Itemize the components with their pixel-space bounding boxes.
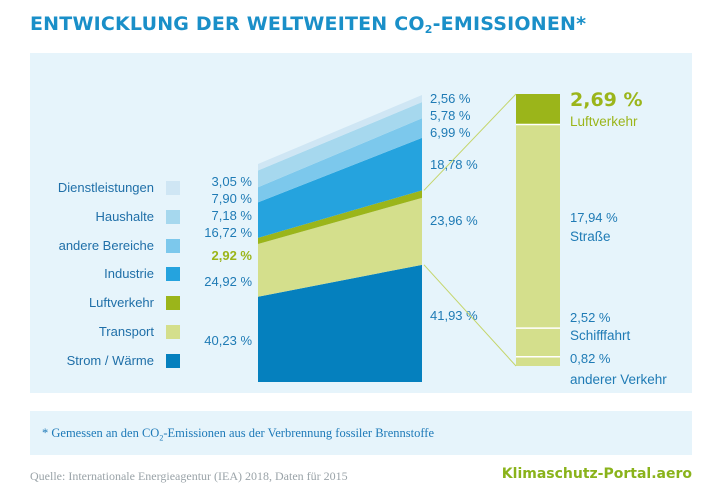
legend-label: Strom / Wärme	[66, 352, 154, 368]
area-label-right: 2,56 %	[430, 91, 471, 106]
legend-swatch	[166, 267, 180, 282]
bar-label-name: anderer Verkehr	[570, 372, 667, 387]
area-label-left: 7,18 %	[212, 208, 253, 223]
connector-line	[423, 264, 517, 367]
legend-label: Luftverkehr	[88, 295, 154, 311]
area-segment	[258, 137, 422, 238]
legend-swatch	[166, 209, 180, 224]
area-segment	[258, 102, 422, 188]
footnote: * Gemessen an den CO2-Emissionen aus der…	[42, 426, 435, 443]
area-label-left: 16,72 %	[204, 225, 252, 240]
area-label-right: 5,78 %	[430, 108, 471, 123]
connector-line	[423, 93, 517, 191]
legend-label: Dienstleistungen	[57, 180, 154, 195]
legend-item: Dienstleistungen	[40, 178, 180, 198]
area-label-right: 18,78 %	[430, 157, 478, 172]
area-label-left: 2,92 %	[212, 248, 253, 263]
legend-item: andere Bereiche	[40, 236, 180, 256]
footnote-box: * Gemessen an den CO2-Emissionen aus der…	[30, 411, 692, 455]
legend-swatch	[166, 325, 180, 339]
area-label-left: 24,92 %	[204, 274, 252, 289]
brand-logo-text: Klimaschutz-Portal.aero	[501, 466, 692, 482]
legend-label: Industrie	[104, 266, 154, 282]
bar-segment	[516, 356, 560, 366]
area-label-left: 3,05 %	[212, 174, 253, 189]
bar-segment	[516, 94, 560, 125]
area-label-right: 6,99 %	[430, 125, 471, 140]
legend-label: andere Bereiche	[58, 237, 154, 253]
bar-label-value: 2,69 %	[570, 89, 643, 111]
legend-item: Luftverkehr	[40, 293, 180, 313]
bar-label-name: Schifffahrt	[570, 328, 631, 343]
legend-item: Strom / Wärme	[40, 351, 180, 371]
area-label-left: 40,23 %	[204, 333, 252, 348]
bar-label-value: 2,52 %	[570, 310, 611, 325]
area-label-left: 7,90 %	[212, 191, 253, 206]
legend-swatch	[166, 353, 180, 368]
legend-item: Industrie	[40, 264, 180, 284]
area-segment	[258, 118, 422, 203]
legend-label: Transport	[98, 324, 154, 339]
bar-segment	[516, 328, 560, 357]
bar-label-name: Luftverkehr	[570, 114, 638, 129]
legend-swatch	[166, 238, 180, 253]
area-label-right: 41,93 %	[430, 308, 478, 323]
area-segment	[258, 197, 422, 297]
chart-title: ENTWICKLUNG DER WELTWEITEN CO2-EMISSIONE…	[30, 13, 587, 36]
bar-label-name: Straße	[570, 229, 611, 244]
bar-label-value: 17,94 %	[570, 210, 618, 225]
legend-label: Haushalte	[95, 208, 154, 224]
area-segment	[258, 264, 422, 382]
source-note: Quelle: Internationale Energieagentur (I…	[30, 469, 348, 483]
area-label-right: 23,96 %	[430, 213, 478, 228]
legend-swatch	[166, 296, 180, 311]
legend-swatch	[166, 181, 180, 195]
legend-item: Haushalte	[40, 207, 180, 227]
bar-label-value: 0,82 %	[570, 351, 611, 366]
area-segment	[258, 95, 422, 171]
bar-segment	[516, 124, 560, 329]
area-segment	[258, 190, 422, 245]
legend-item: Transport	[40, 322, 180, 342]
